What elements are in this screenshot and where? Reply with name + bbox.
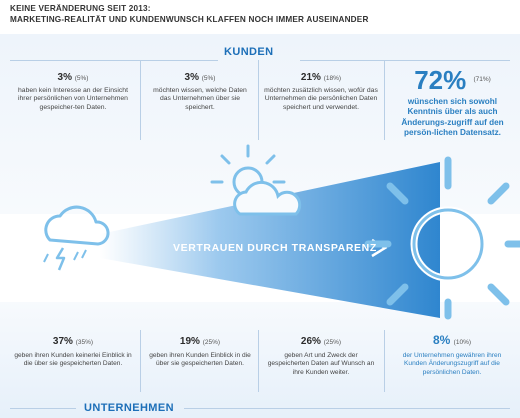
unternehmen-band xyxy=(0,302,520,418)
unternehmen-stat: 26% (25%) geben Art und Zweck der gespei… xyxy=(264,336,378,377)
kunden-divider xyxy=(384,60,385,140)
stat-value: 26% xyxy=(300,336,321,347)
stat-text: möchten zusätzlich wissen, wofür das Unt… xyxy=(264,87,378,111)
header-line-2: MARKETING-REALITÄT UND KUNDENWUNSCH KLAF… xyxy=(10,15,369,24)
kunden-highlight: 72% (71%) wünschen sich sowohl Kenntnis … xyxy=(395,66,510,139)
stat-text: geben Art und Zweck der gespeicherten Da… xyxy=(267,352,375,376)
stat-value: 37% xyxy=(52,336,73,347)
kunden-title: KUNDEN xyxy=(224,46,274,58)
storm-cloud-icon xyxy=(43,205,110,271)
unternehmen-stat: 37% (35%) geben ihren Kunden keinerlei E… xyxy=(14,336,132,369)
kunden-divider xyxy=(258,60,259,140)
stat-text: geben ihren Kunden keinerlei Einblick in… xyxy=(14,352,132,368)
stat-prev: (18%) xyxy=(323,75,342,82)
stat-value: 3% xyxy=(184,72,199,83)
unternehmen-divider xyxy=(140,330,141,392)
unternehmen-divider xyxy=(384,330,385,392)
header-line-1: KEINE VERÄNDERUNG SEIT 2013: xyxy=(10,4,151,13)
unternehmen-highlight: 8% (10%) der Unternehmen gewähren ihren … xyxy=(392,333,512,377)
stat-text: haben kein Interesse an der Einsicht ihr… xyxy=(18,87,128,111)
stat-prev: (10%) xyxy=(453,339,472,346)
stat-text: geben ihren Kunden Einblick in die über … xyxy=(149,352,251,368)
stat-prev: (25%) xyxy=(323,339,342,346)
unternehmen-divider xyxy=(258,330,259,392)
highlight-prev: (71%) xyxy=(473,76,491,83)
stat-value: 19% xyxy=(179,336,200,347)
sun-icon xyxy=(364,156,520,320)
unternehmen-rule-left xyxy=(10,408,76,409)
kunden-divider xyxy=(140,60,141,140)
kunden-rule-left xyxy=(10,60,218,61)
highlight-value: 72% xyxy=(414,65,467,95)
weather-illustration xyxy=(43,144,520,320)
stat-prev: (5%) xyxy=(74,75,89,82)
stat-text: der Unternehmen gewähren ihren Kunden Än… xyxy=(402,352,502,376)
stat-prev: (25%) xyxy=(202,339,221,346)
kunden-stat: 3% (5%) möchten wissen, welche Daten das… xyxy=(148,72,252,112)
stat-value: 3% xyxy=(57,72,72,83)
sun-cloud-icon xyxy=(210,144,302,216)
highlight-text: wünschen sich sowohl Kenntnis über als a… xyxy=(401,97,504,138)
beam-label: VERTRAUEN DURCH TRANSPARENZ xyxy=(173,242,377,254)
stat-value: 8% xyxy=(432,333,451,347)
stat-value: 21% xyxy=(300,72,321,83)
kunden-stat: 21% (18%) möchten zusätzlich wissen, wof… xyxy=(264,72,378,112)
stat-prev: (5%) xyxy=(201,75,216,82)
kunden-rule-right xyxy=(300,60,510,61)
unternehmen-rule-right xyxy=(184,408,510,409)
stat-prev: (35%) xyxy=(75,339,94,346)
stat-text: möchten wissen, welche Daten das Unterne… xyxy=(153,87,247,111)
transparency-beam xyxy=(100,162,440,318)
kunden-stat: 3% (5%) haben kein Interesse an der Eins… xyxy=(14,72,132,112)
unternehmen-stat: 19% (25%) geben ihren Kunden Einblick in… xyxy=(148,336,252,369)
unternehmen-title: UNTERNEHMEN xyxy=(84,402,174,414)
